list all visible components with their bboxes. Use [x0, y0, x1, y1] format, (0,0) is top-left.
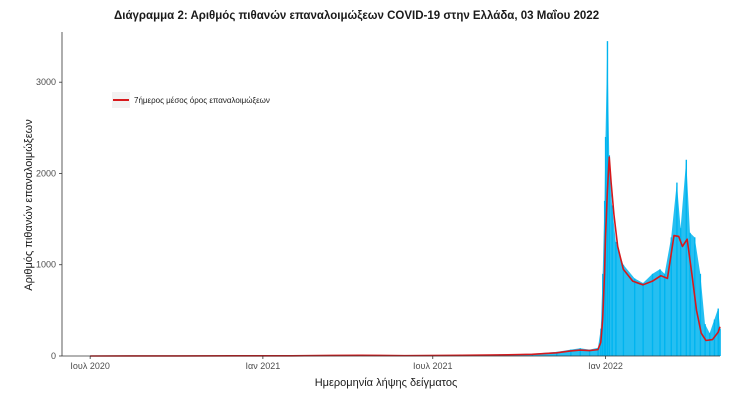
x-axis-title: Ημερομηνία λήψης δείγματος [315, 377, 458, 389]
moving-average-line [90, 156, 721, 357]
daily-bars [90, 41, 721, 356]
y-tick-label: 1000 [36, 260, 56, 270]
chart-title: Διάγραμμα 2: Αριθμός πιθανών επαναλοιμώξ… [114, 10, 600, 22]
x-tick-label: Ιαν 2022 [588, 361, 623, 371]
moving-average-layer [90, 156, 721, 357]
daily-bars-area [90, 41, 720, 356]
x-tick-label: Ιαν 2021 [246, 361, 281, 371]
x-axis-ticks: Ιουλ 2020 Ιαν 2021 Ιουλ 2021 Ιαν 2022 [70, 356, 623, 371]
legend-label-moving-average: 7ήμερος μέσος όρος επαναλοιμώξεων [134, 96, 270, 105]
y-tick-label: 0 [51, 351, 56, 361]
y-tick-label: 3000 [36, 77, 56, 87]
y-axis-ticks: 0 1000 2000 3000 [36, 77, 62, 361]
x-tick-label: Ιουλ 2021 [413, 361, 452, 371]
y-tick-label: 2000 [36, 168, 56, 178]
legend: 7ήμερος μέσος όρος επαναλοιμώξεων [112, 92, 270, 108]
daily-bar [719, 328, 721, 356]
y-axis-title: Αριθμός πιθανών επαναλοιμώξεων [23, 119, 35, 291]
x-tick-label: Ιουλ 2020 [70, 361, 109, 371]
